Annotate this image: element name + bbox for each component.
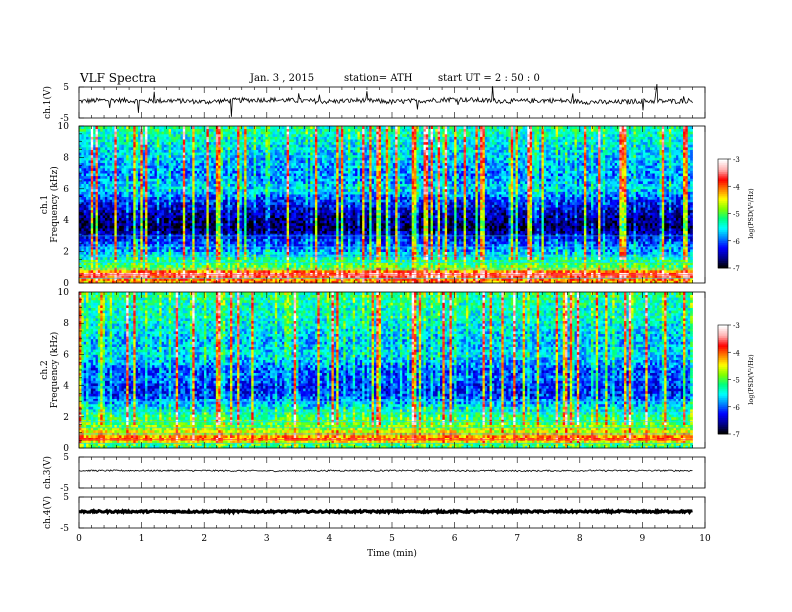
y-tick-label: 4 [63, 216, 69, 226]
y-tick-label: 0 [63, 444, 69, 454]
y-tick-label: 6 [63, 350, 69, 360]
y-axis-label: ch.3(V) [42, 456, 53, 489]
colorbar-label: log(PSD(V²/Hz) [747, 354, 755, 405]
y-tick-label: 5 [63, 83, 69, 93]
y-axis-label: ch.1(V) [42, 86, 53, 119]
y-tick-label: 5 [63, 453, 69, 463]
x-tick-label: 9 [640, 534, 646, 544]
x-tick-label: 8 [577, 534, 583, 544]
colorbar-tick-label: -7 [733, 431, 740, 439]
colorbar-tick-label: -5 [733, 377, 740, 385]
colorbar-tick-label: -3 [733, 156, 740, 164]
y-axis-label: ch.1Frequency (kHz) [40, 166, 60, 243]
x-tick-label: 2 [201, 534, 207, 544]
colorbar-tick-label: -6 [733, 238, 740, 246]
colorbar-tick-label: -3 [733, 322, 740, 330]
ch3-voltage-trace [79, 470, 693, 472]
x-tick-label: 5 [389, 534, 395, 544]
colorbar: -3 -4 -5 -6 -7 log(PSD(V²/Hz) [718, 322, 755, 439]
x-axis-label: Time (min) [367, 548, 417, 559]
x-tick-label: 4 [327, 534, 333, 544]
colorbar: -3 -4 -5 -6 -7 log(PSD(V²/Hz) [718, 156, 755, 273]
vlf-spectra-figure: 5 -5 ch.1(V) 5 -5 ch.3(V) 5 -5 ch.4(V) 0 1 2 3 4 5 6 7 8 9… [0, 0, 792, 612]
ch3-voltage-panel: 5-5ch.3(V) [42, 453, 705, 494]
colorbar-tick-label: -7 [733, 265, 740, 273]
y-tick-label: 2 [63, 248, 69, 258]
x-tick-label: 0 [76, 534, 82, 544]
colorbar-label: log(PSD(V²/Hz) [747, 188, 755, 239]
x-tick-label: 7 [514, 534, 520, 544]
y-axis-label: ch.4(V) [42, 496, 53, 529]
x-tick-label: 6 [452, 534, 458, 544]
x-tick-label: 10 [699, 534, 711, 544]
y-tick-label: 2 [63, 413, 69, 423]
x-tick-label: 1 [139, 534, 145, 544]
ch4-voltage-trace [79, 511, 693, 513]
ch1-voltage-panel: 5-5ch.1(V) [42, 83, 705, 124]
colorbar-tick-label: -4 [733, 183, 740, 191]
y-tick-label: 6 [63, 185, 69, 195]
x-tick-label: 3 [264, 534, 270, 544]
colorbar-tick-label: -6 [733, 404, 740, 412]
y-tick-label: 8 [63, 153, 69, 163]
ch2-spectrogram-panel: 0 2 4 6 8 10 ch.2Frequency (kHz) -3 -4 -5 -6 -7 log(… [40, 288, 755, 454]
spectrogram-cells [79, 292, 693, 448]
spectrogram-cells [79, 126, 693, 283]
y-tick-label: 5 [63, 493, 69, 503]
colorbar-tick-label: -4 [733, 349, 740, 357]
y-tick-label: -5 [60, 524, 69, 534]
y-tick-label: 10 [58, 288, 70, 298]
colorbar-tick-label: -5 [733, 211, 740, 219]
y-axis-label: ch.2Frequency (kHz) [40, 332, 60, 409]
y-tick-label: 10 [58, 122, 70, 132]
ch1-voltage-trace [79, 84, 693, 117]
ch4-voltage-panel: 5 -5 ch.4(V) 0 1 2 3 4 5 6 7 8 9 10 [42, 493, 711, 544]
y-tick-label: 8 [63, 319, 69, 329]
y-tick-label: 4 [63, 382, 69, 392]
